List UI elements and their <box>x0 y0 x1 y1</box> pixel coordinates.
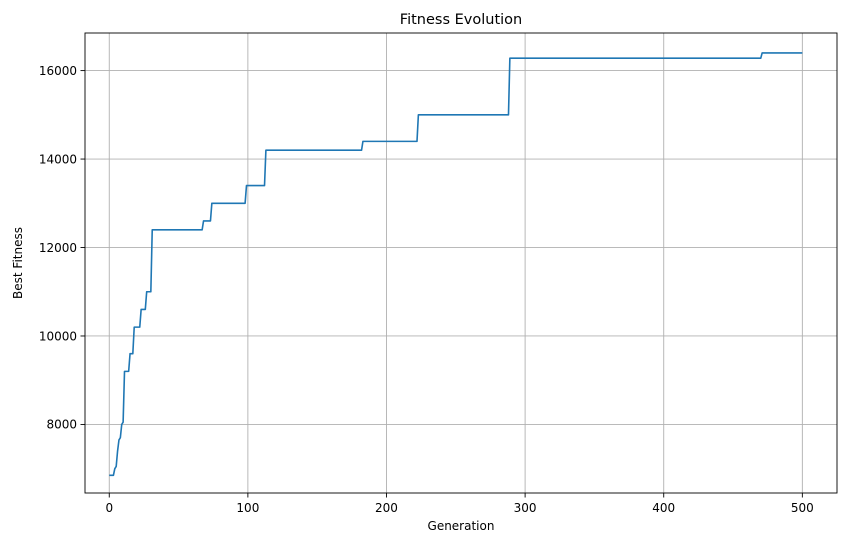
x-axis-title: Generation <box>428 519 495 533</box>
plot-frame <box>84 32 838 494</box>
series-layer <box>109 52 803 477</box>
y-axis-title: Best Fitness <box>11 227 25 299</box>
ticks: 0 100 200 300 400 500 8000 10000 12000 14000 16000 <box>39 64 814 515</box>
y-tick-label: 10000 <box>39 329 77 343</box>
x-tick-label: 200 <box>375 501 398 515</box>
x-tick-label: 500 <box>791 501 814 515</box>
chart-title: Fitness Evolution <box>400 12 522 28</box>
y-tick-label: 12000 <box>39 241 77 255</box>
x-tick-label: 100 <box>236 501 259 515</box>
y-tick-label: 14000 <box>39 152 77 166</box>
x-tick-label: 400 <box>652 501 675 515</box>
x-tick-label: 0 <box>105 501 113 515</box>
series-line <box>109 52 803 477</box>
grid <box>85 33 837 493</box>
x-tick-label: 300 <box>514 501 537 515</box>
y-tick-label: 8000 <box>46 418 77 432</box>
y-tick-label: 16000 <box>39 64 77 78</box>
